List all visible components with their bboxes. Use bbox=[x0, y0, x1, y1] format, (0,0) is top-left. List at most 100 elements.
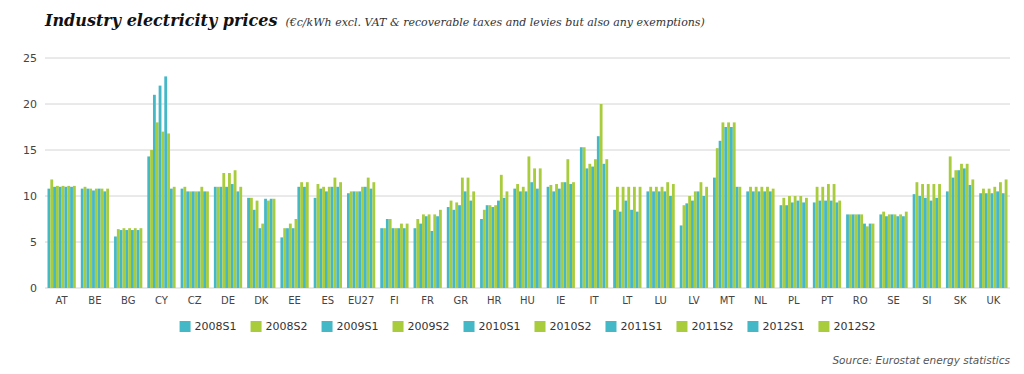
bar bbox=[50, 179, 53, 288]
bar bbox=[516, 184, 519, 288]
bar bbox=[833, 184, 836, 288]
bar bbox=[863, 224, 866, 288]
bar bbox=[758, 191, 761, 288]
bar bbox=[896, 216, 899, 288]
bar bbox=[591, 167, 594, 288]
bar bbox=[733, 122, 736, 288]
bar bbox=[627, 187, 630, 288]
bar bbox=[436, 216, 439, 288]
bar bbox=[857, 214, 860, 288]
bar bbox=[258, 228, 261, 288]
bar bbox=[799, 196, 802, 288]
bar bbox=[383, 228, 386, 288]
bar bbox=[879, 214, 882, 288]
bar bbox=[422, 214, 425, 288]
bar bbox=[982, 189, 985, 288]
bar bbox=[993, 187, 996, 288]
bar bbox=[295, 219, 298, 288]
bar bbox=[646, 191, 649, 288]
bar bbox=[663, 191, 666, 288]
bar bbox=[616, 187, 619, 288]
bar bbox=[183, 187, 186, 288]
bar bbox=[361, 187, 364, 288]
bar bbox=[949, 156, 952, 288]
bar bbox=[894, 214, 897, 288]
bar bbox=[605, 159, 608, 288]
bar bbox=[406, 224, 409, 288]
bar bbox=[985, 193, 988, 288]
bar bbox=[439, 210, 442, 288]
bar bbox=[586, 168, 589, 288]
bar bbox=[769, 191, 772, 288]
bar bbox=[797, 201, 800, 288]
bar bbox=[222, 173, 225, 288]
bar bbox=[192, 191, 195, 288]
bar bbox=[203, 191, 206, 288]
bar bbox=[353, 191, 356, 288]
bar bbox=[700, 182, 703, 288]
bar bbox=[370, 189, 373, 288]
bar bbox=[164, 76, 167, 288]
bar bbox=[860, 214, 863, 288]
x-tick-label: EE bbox=[288, 295, 301, 306]
bar bbox=[697, 191, 700, 288]
x-tick-label: PL bbox=[788, 295, 800, 306]
bar bbox=[738, 187, 741, 288]
bar bbox=[350, 191, 353, 288]
x-tick-label: CZ bbox=[188, 295, 202, 306]
bar bbox=[283, 228, 286, 288]
bar bbox=[930, 201, 933, 288]
legend-swatch bbox=[818, 321, 829, 332]
bar bbox=[303, 187, 306, 288]
x-tick-label: MT bbox=[720, 295, 736, 306]
bar bbox=[89, 189, 92, 288]
bar bbox=[267, 201, 270, 288]
bar bbox=[766, 187, 769, 288]
bar bbox=[234, 170, 237, 288]
bar bbox=[489, 205, 492, 288]
bar bbox=[334, 178, 337, 288]
x-tick-label: CY bbox=[155, 295, 169, 306]
bar bbox=[414, 228, 417, 288]
bar bbox=[528, 156, 531, 288]
bar bbox=[270, 199, 273, 288]
bar bbox=[688, 196, 691, 288]
bar bbox=[447, 207, 450, 288]
bar bbox=[217, 187, 220, 288]
bar bbox=[114, 236, 117, 288]
legend-label: 2009S1 bbox=[337, 320, 379, 333]
legend-swatch bbox=[322, 321, 333, 332]
bar bbox=[73, 186, 76, 288]
bar bbox=[999, 182, 1002, 288]
bar bbox=[483, 210, 486, 288]
bar bbox=[680, 225, 683, 288]
bar bbox=[691, 201, 694, 288]
bar bbox=[253, 210, 256, 288]
bar bbox=[140, 228, 143, 288]
bar bbox=[134, 228, 137, 288]
bar bbox=[539, 168, 542, 288]
bar bbox=[905, 212, 908, 288]
bar bbox=[597, 136, 600, 288]
bar bbox=[300, 182, 303, 288]
bar bbox=[846, 214, 849, 288]
source-note: Source: Eurostat energy statistics bbox=[832, 354, 1010, 366]
bar bbox=[70, 187, 73, 288]
bar bbox=[62, 186, 65, 288]
bar bbox=[549, 185, 552, 288]
bar bbox=[600, 104, 603, 288]
bar bbox=[772, 189, 775, 288]
x-tick-label: DE bbox=[221, 295, 235, 306]
bar bbox=[649, 187, 652, 288]
subtitle: (€c/kWh excl. VAT & recoverable taxes an… bbox=[285, 16, 704, 29]
bar bbox=[200, 187, 203, 288]
x-tick-label: LV bbox=[688, 295, 699, 306]
bar bbox=[791, 202, 794, 288]
x-tick-label: PT bbox=[821, 295, 834, 306]
bar bbox=[719, 141, 722, 288]
bar bbox=[225, 187, 228, 288]
bar bbox=[386, 219, 389, 288]
bar bbox=[347, 193, 350, 288]
bar bbox=[153, 95, 156, 288]
bar bbox=[358, 191, 361, 288]
